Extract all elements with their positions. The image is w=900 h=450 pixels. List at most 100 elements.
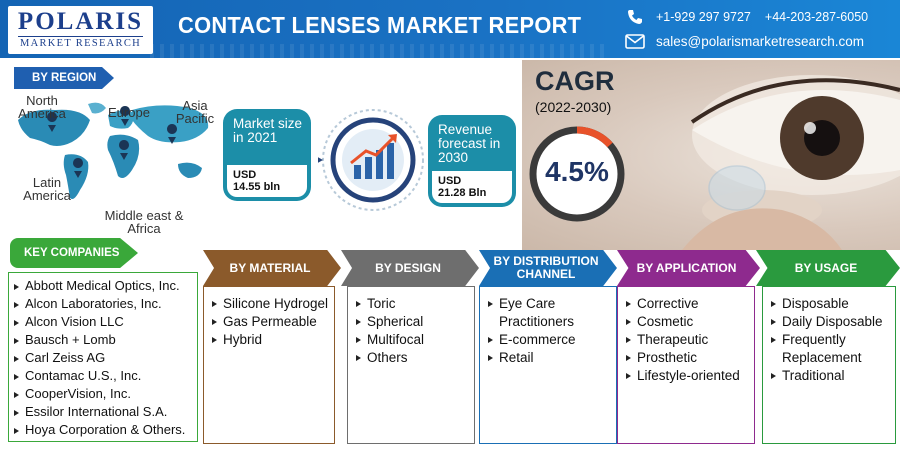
- bullet-icon: [14, 373, 19, 380]
- company-item: CooperVision, Inc.: [14, 385, 197, 403]
- segment-item: Disposable: [771, 295, 895, 313]
- company-item: Abbott Medical Optics, Inc.: [14, 277, 197, 295]
- logo-sub-text: MARKET RESEARCH: [18, 36, 143, 49]
- segment-item: Retail: [488, 349, 616, 367]
- report-title: CONTACT LENSES MARKET REPORT: [178, 12, 582, 38]
- region-middle-east-africa: Middle east & Africa: [104, 208, 184, 236]
- segment-item: Corrective: [626, 295, 754, 313]
- bullet-icon: [14, 355, 19, 362]
- revenue-forecast-label: Revenue forecast in 2030: [438, 122, 501, 165]
- segment-item: Toric: [356, 295, 474, 313]
- revenue-forecast-value-box: USD 21.28 Bln: [432, 171, 512, 203]
- bullet-icon: [14, 301, 19, 308]
- bullet-icon: [356, 301, 361, 307]
- segment-header: BY DISTRIBUTION CHANNEL: [479, 250, 617, 286]
- header-decoration: [150, 44, 610, 58]
- bullet-icon: [356, 319, 361, 325]
- bullet-icon: [626, 337, 631, 343]
- bullet-icon: [14, 409, 19, 416]
- revenue-forecast-card: Revenue forecast in 2030 USD 21.28 Bln: [428, 115, 516, 207]
- company-item: Hoya Corporation & Others.: [14, 421, 197, 439]
- segment-item: Traditional: [771, 367, 895, 385]
- phone-number-uk[interactable]: +44-203-287-6050: [764, 10, 869, 24]
- segment-header: BY MATERIAL: [203, 250, 341, 286]
- region-asia-pacific: Asia Pacific: [175, 98, 215, 126]
- segment-item: Silicone Hydrogel: [212, 295, 334, 313]
- bullet-icon: [626, 319, 631, 325]
- bullet-icon: [356, 355, 361, 361]
- growth-chart-icon: [318, 109, 424, 211]
- segment-list: Eye Care Practitioners E-commerce Retail: [479, 286, 617, 444]
- region-latin-america: Latin America: [23, 175, 71, 203]
- bullet-icon: [212, 319, 217, 325]
- revenue-forecast-value: 21.28 Bln: [438, 187, 487, 199]
- company-item: Essilor International S.A.: [14, 403, 197, 421]
- bullet-icon: [626, 355, 631, 361]
- logo-main-text: POLARIS: [17, 8, 144, 35]
- segment-header: BY DESIGN: [341, 250, 479, 286]
- bullet-icon: [212, 337, 217, 343]
- segment-list: Silicone Hydrogel Gas Permeable Hybrid: [203, 286, 335, 444]
- bullet-icon: [14, 337, 19, 344]
- segment-item: Eye Care Practitioners: [488, 295, 616, 331]
- bullet-icon: [212, 301, 217, 307]
- segment-item: Daily Disposable: [771, 313, 895, 331]
- bullet-icon: [771, 373, 776, 379]
- key-companies-list: Abbott Medical Optics, Inc. Alcon Labora…: [8, 272, 198, 442]
- segment-item: Hybrid: [212, 331, 334, 349]
- company-item: Alcon Vision LLC: [14, 313, 197, 331]
- segment-item: E-commerce: [488, 331, 616, 349]
- world-map: [18, 102, 209, 199]
- phone-number-us[interactable]: +1-929 297 9727: [656, 10, 751, 24]
- region-europe: Europe: [108, 105, 150, 120]
- segment-list: Disposable Daily Disposable Frequently Rep…: [762, 286, 896, 444]
- company-item: Carl Zeiss AG: [14, 349, 197, 367]
- segment-header: BY USAGE: [756, 250, 900, 286]
- segment-item: Spherical: [356, 313, 474, 331]
- bullet-icon: [488, 337, 493, 343]
- segment-item: Therapeutic: [626, 331, 754, 349]
- bullet-icon: [356, 337, 361, 343]
- bullet-icon: [488, 301, 493, 307]
- segment-item: Cosmetic: [626, 313, 754, 331]
- company-item: Alcon Laboratories, Inc.: [14, 295, 197, 313]
- key-companies-badge: KEY COMPANIES: [10, 238, 138, 268]
- segment-item: Multifocal: [356, 331, 474, 349]
- market-size-value: 14.55 bln: [233, 181, 281, 193]
- bullet-icon: [626, 373, 631, 379]
- segment-item: Prosthetic: [626, 349, 754, 367]
- phone-contacts: +1-929 297 9727 +44-203-287-6050: [624, 8, 868, 26]
- bullet-icon: [488, 355, 493, 361]
- market-size-unit: USD: [233, 169, 257, 181]
- company-item: Bausch + Lomb: [14, 331, 197, 349]
- polaris-logo[interactable]: POLARIS MARKET RESEARCH: [8, 6, 153, 54]
- bullet-icon: [771, 337, 776, 343]
- cagr-gauge: [529, 126, 625, 222]
- email-contact: sales@polarismarketresearch.com: [624, 32, 864, 50]
- segment-item: Gas Permeable: [212, 313, 334, 331]
- email-address[interactable]: sales@polarismarketresearch.com: [656, 33, 865, 49]
- region-north-america: North America: [18, 93, 66, 121]
- segment-item: Lifestyle-oriented: [626, 367, 754, 385]
- revenue-forecast-unit: USD: [438, 175, 462, 187]
- cagr-title: CAGR: [535, 66, 615, 96]
- company-item: Contamac U.S., Inc.: [14, 367, 197, 385]
- segment-list: Corrective Cosmetic Therapeutic Prosthetic L…: [617, 286, 755, 444]
- bullet-icon: [771, 301, 776, 307]
- market-size-card: Market size in 2021 USD 14.55 bln: [223, 109, 311, 201]
- segment-header: BY APPLICATION: [617, 250, 760, 286]
- bullet-icon: [14, 319, 19, 326]
- market-size-value-box: USD 14.55 bln: [227, 165, 307, 197]
- market-size-label: Market size in 2021: [233, 116, 303, 145]
- bullet-icon: [14, 283, 19, 290]
- segment-item: Frequently Replacement: [771, 331, 895, 367]
- region-badge: BY REGION: [14, 67, 114, 89]
- cagr-value: 4.5%: [545, 156, 609, 187]
- segment-list: Toric Spherical Multifocal Others: [347, 286, 475, 444]
- bullet-icon: [14, 427, 19, 434]
- cagr-period: (2022-2030): [535, 99, 612, 115]
- phone-icon: [624, 8, 646, 26]
- bullet-icon: [771, 319, 776, 325]
- eye-photo: [522, 60, 900, 250]
- mail-icon: [624, 32, 646, 50]
